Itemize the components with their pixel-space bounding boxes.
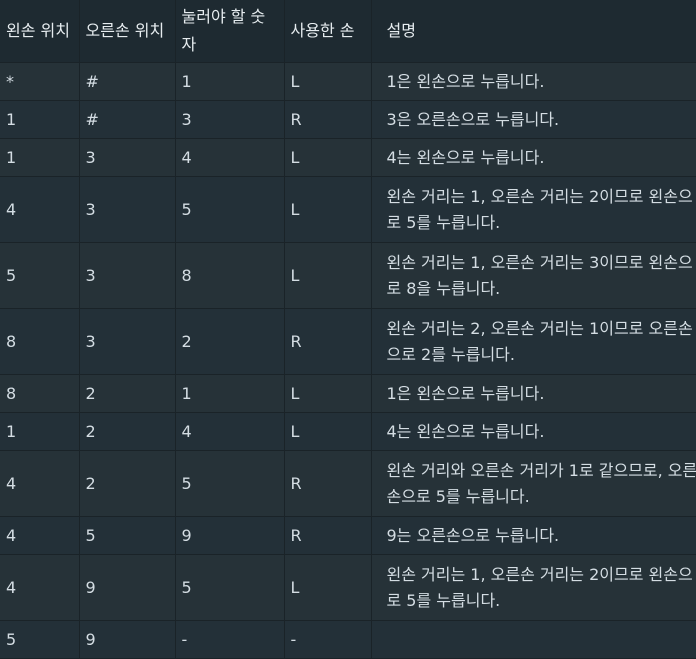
cell-number: 4 xyxy=(175,412,285,451)
header-left-position: 왼손 위치 xyxy=(0,0,80,63)
table-row: 4 2 5 R 왼손 거리와 오른손 거리가 1로 같으므로, 오른손으로 5를… xyxy=(0,450,696,517)
header-number-to-press: 눌러야 할 숫자 xyxy=(175,0,285,63)
cell-description: 1은 왼손으로 누릅니다. xyxy=(371,62,696,101)
cell-number: 4 xyxy=(175,138,285,177)
cell-right-position: 3 xyxy=(79,176,176,243)
cell-hand: - xyxy=(284,620,372,659)
cell-hand: L xyxy=(284,176,372,243)
cell-hand: R xyxy=(284,516,372,555)
cell-description: 4는 왼손으로 누릅니다. xyxy=(371,138,696,177)
header-row: 왼손 위치 오른손 위치 눌러야 할 숫자 사용한 손 설명 xyxy=(0,0,696,63)
cell-hand: R xyxy=(284,100,372,139)
cell-left-position: 1 xyxy=(0,100,80,139)
table-row: 1 # 3 R 3은 오른손으로 누릅니다. xyxy=(0,100,696,139)
cell-left-position: 8 xyxy=(0,374,80,413)
cell-hand: L xyxy=(284,242,372,309)
cell-number: 1 xyxy=(175,62,285,101)
cell-hand: L xyxy=(284,62,372,101)
cell-number: - xyxy=(175,620,285,659)
cell-hand: R xyxy=(284,450,372,517)
table-body: * # 1 L 1은 왼손으로 누릅니다. 1 # 3 R 3은 오른손으로 누… xyxy=(0,62,696,659)
cell-description: 왼손 거리는 1, 오른손 거리는 2이므로 왼손으로 5를 누릅니다. xyxy=(371,554,696,621)
cell-description: 3은 오른손으로 누릅니다. xyxy=(371,100,696,139)
cell-description: 9는 오른손으로 누릅니다. xyxy=(371,516,696,555)
cell-right-position: 5 xyxy=(79,516,176,555)
cell-right-position: # xyxy=(79,100,176,139)
cell-left-position: 4 xyxy=(0,516,80,555)
table-row: 8 2 1 L 1은 왼손으로 누릅니다. xyxy=(0,374,696,413)
cell-number: 1 xyxy=(175,374,285,413)
cell-hand: L xyxy=(284,374,372,413)
table-row: 1 3 4 L 4는 왼손으로 누릅니다. xyxy=(0,138,696,177)
cell-number: 5 xyxy=(175,554,285,621)
table-row: 8 3 2 R 왼손 거리는 2, 오른손 거리는 1이므로 오른손으로 2를 … xyxy=(0,308,696,375)
cell-description: 왼손 거리와 오른손 거리가 1로 같으므로, 오른손으로 5를 누릅니다. xyxy=(371,450,696,517)
cell-description xyxy=(371,620,696,659)
cell-number: 9 xyxy=(175,516,285,555)
cell-hand: R xyxy=(284,308,372,375)
cell-left-position: 5 xyxy=(0,620,80,659)
table-row: 4 5 9 R 9는 오른손으로 누릅니다. xyxy=(0,516,696,555)
cell-right-position: 3 xyxy=(79,242,176,309)
cell-right-position: 9 xyxy=(79,554,176,621)
cell-hand: L xyxy=(284,138,372,177)
cell-number: 3 xyxy=(175,100,285,139)
cell-right-position: 2 xyxy=(79,450,176,517)
table-row: 1 2 4 L 4는 왼손으로 누릅니다. xyxy=(0,412,696,451)
cell-left-position: 8 xyxy=(0,308,80,375)
cell-left-position: 5 xyxy=(0,242,80,309)
cell-right-position: 2 xyxy=(79,374,176,413)
cell-description: 1은 왼손으로 누릅니다. xyxy=(371,374,696,413)
header-right-position: 오른손 위치 xyxy=(79,0,176,63)
cell-description: 왼손 거리는 1, 오른손 거리는 2이므로 왼손으로 5를 누릅니다. xyxy=(371,176,696,243)
cell-number: 5 xyxy=(175,450,285,517)
cell-number: 5 xyxy=(175,176,285,243)
cell-description: 4는 왼손으로 누릅니다. xyxy=(371,412,696,451)
table-row: 4 9 5 L 왼손 거리는 1, 오른손 거리는 2이므로 왼손으로 5를 누… xyxy=(0,554,696,621)
cell-description: 왼손 거리는 1, 오른손 거리는 3이므로 왼손으로 8을 누릅니다. xyxy=(371,242,696,309)
cell-right-position: 9 xyxy=(79,620,176,659)
cell-description: 왼손 거리는 2, 오른손 거리는 1이므로 오른손으로 2를 누릅니다. xyxy=(371,308,696,375)
cell-left-position: 1 xyxy=(0,412,80,451)
cell-left-position: * xyxy=(0,62,80,101)
header-description: 설명 xyxy=(371,0,696,63)
cell-hand: L xyxy=(284,554,372,621)
cell-number: 2 xyxy=(175,308,285,375)
cell-left-position: 4 xyxy=(0,450,80,517)
header-hand-used: 사용한 손 xyxy=(284,0,372,63)
cell-left-position: 4 xyxy=(0,554,80,621)
cell-right-position: 3 xyxy=(79,138,176,177)
cell-hand: L xyxy=(284,412,372,451)
cell-right-position: 2 xyxy=(79,412,176,451)
table-row: 4 3 5 L 왼손 거리는 1, 오른손 거리는 2이므로 왼손으로 5를 누… xyxy=(0,176,696,243)
cell-number: 8 xyxy=(175,242,285,309)
cell-right-position: # xyxy=(79,62,176,101)
table-row: 5 9 - - xyxy=(0,620,696,659)
table-row: * # 1 L 1은 왼손으로 누릅니다. xyxy=(0,62,696,101)
table-row: 5 3 8 L 왼손 거리는 1, 오른손 거리는 3이므로 왼손으로 8을 누… xyxy=(0,242,696,309)
cell-left-position: 4 xyxy=(0,176,80,243)
table-header: 왼손 위치 오른손 위치 눌러야 할 숫자 사용한 손 설명 xyxy=(0,0,696,63)
cell-left-position: 1 xyxy=(0,138,80,177)
cell-right-position: 3 xyxy=(79,308,176,375)
